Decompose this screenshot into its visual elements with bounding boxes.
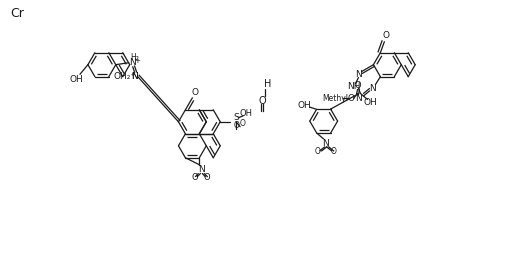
- Text: Methyl: Methyl: [323, 94, 348, 103]
- Text: O: O: [239, 119, 245, 128]
- Text: O: O: [354, 81, 361, 90]
- Text: O: O: [315, 147, 320, 156]
- Text: O: O: [383, 31, 390, 40]
- Text: N: N: [131, 72, 138, 81]
- Text: N: N: [322, 139, 329, 148]
- Text: O: O: [191, 173, 197, 182]
- Text: N: N: [369, 84, 376, 93]
- Text: N: N: [355, 70, 362, 79]
- Text: H: H: [264, 80, 271, 89]
- Text: +: +: [135, 58, 140, 64]
- Text: O: O: [347, 94, 354, 103]
- Text: NH: NH: [347, 82, 360, 91]
- Text: Cr: Cr: [11, 7, 24, 20]
- Text: O: O: [258, 96, 266, 106]
- Text: N: N: [198, 165, 205, 174]
- Text: OH₂⁺: OH₂⁺: [114, 72, 136, 81]
- Text: O: O: [192, 88, 199, 97]
- Text: OH: OH: [69, 75, 83, 84]
- Text: S: S: [233, 113, 239, 122]
- Text: OH: OH: [364, 98, 378, 107]
- Text: O: O: [233, 121, 239, 130]
- Text: OH: OH: [240, 109, 252, 118]
- Text: OH: OH: [298, 101, 312, 110]
- Text: N: N: [129, 58, 136, 67]
- Text: N: N: [355, 94, 362, 103]
- Text: N: N: [131, 72, 138, 81]
- Text: H₂: H₂: [130, 53, 139, 62]
- Text: O: O: [204, 173, 211, 182]
- Text: O: O: [331, 147, 336, 156]
